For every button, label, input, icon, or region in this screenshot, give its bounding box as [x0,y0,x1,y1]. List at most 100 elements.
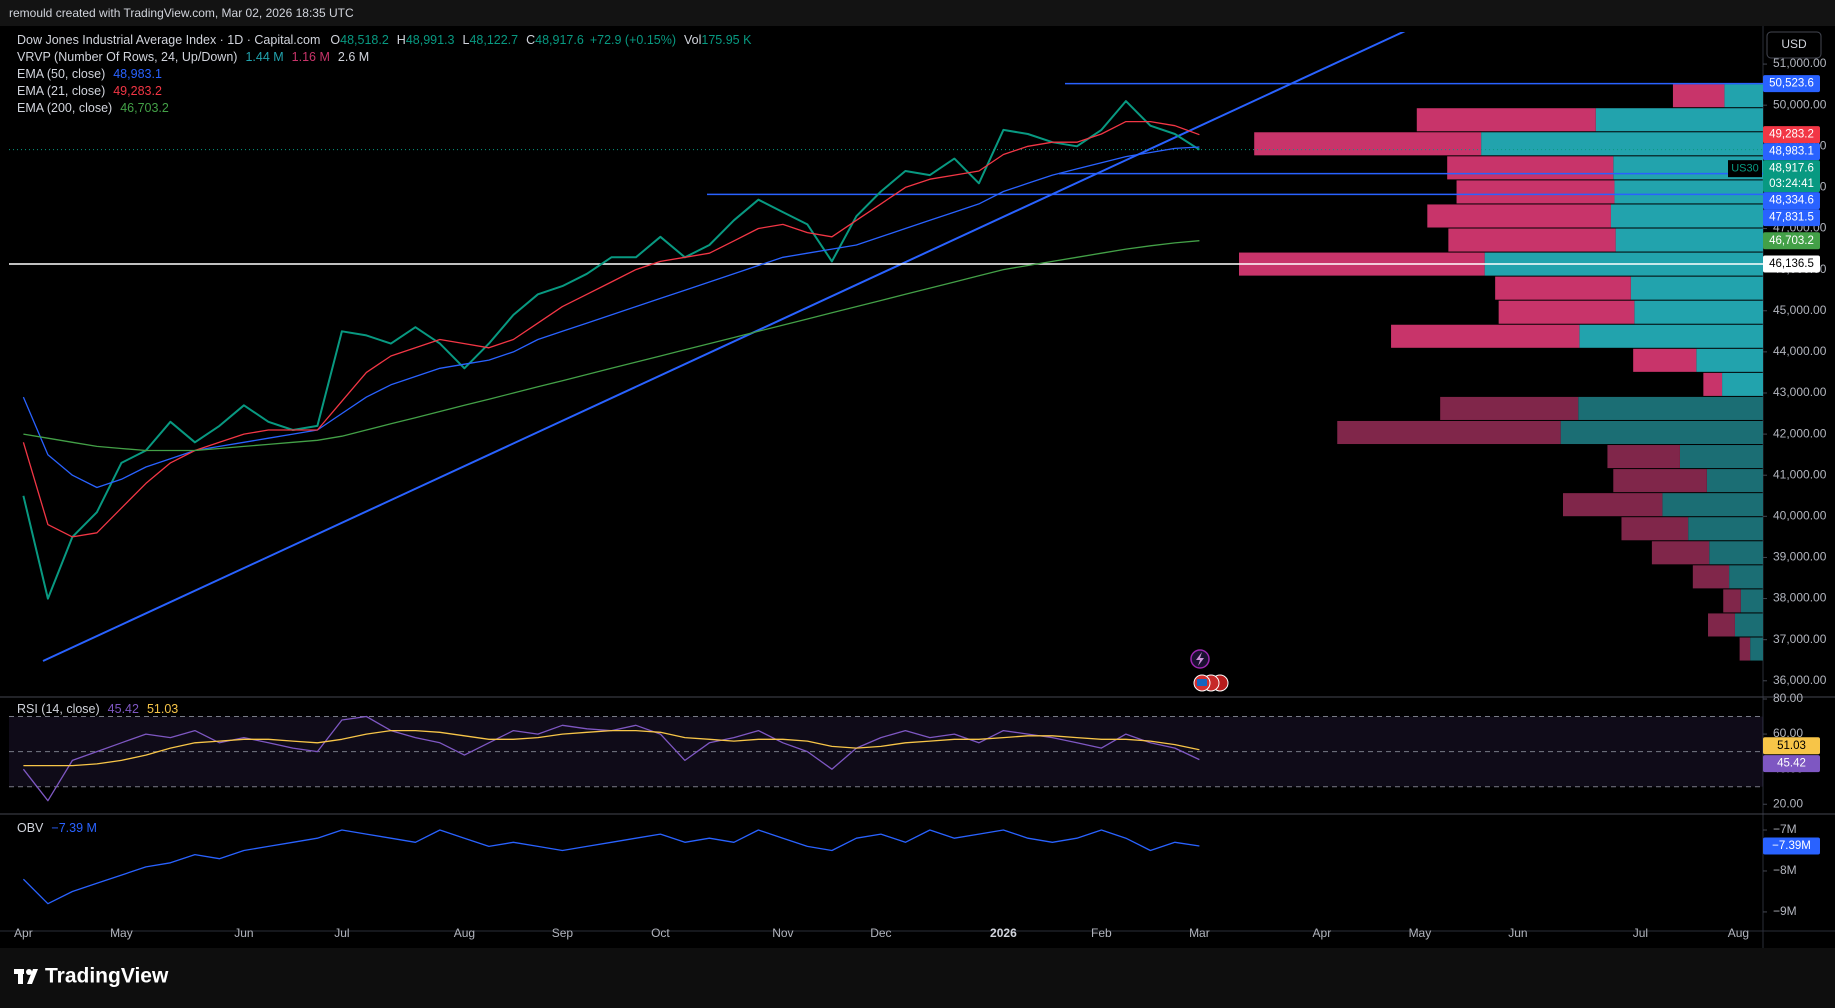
profile-down-bar [1562,493,1663,517]
rsi-tag [1763,737,1820,755]
profile-down-bar [1739,637,1751,661]
volume-key: Vol [684,33,701,47]
profile-up-bar [1722,372,1763,396]
y-tick-label: 42,000.00 [1773,426,1827,440]
profile-up-bar [1578,396,1763,420]
price-tag [1763,209,1820,227]
y-tick-label: 20.00 [1773,796,1803,810]
logo-shape [18,969,23,984]
x-tick-label: Feb [1091,926,1112,940]
event-icon-glyph [1196,652,1204,666]
y-tick-label: 39,000.00 [1773,550,1827,564]
price-tag-label: 50,523.6 [1769,78,1814,90]
ohlc-key: H [397,33,406,47]
logo-shape [27,969,38,984]
price-tag [1763,232,1820,250]
profile-up-bar [1630,276,1763,300]
profile-down-bar [1456,180,1615,204]
x-tick-label: Sep [552,926,574,940]
y-tick-label: −9M [1773,904,1797,918]
footer-logo: TradingView [14,965,169,988]
symbol-title: Dow Jones Industrial Average Index · 1D … [17,33,320,47]
y-tick-label: 40,000.00 [1773,509,1827,523]
price-tag [1763,160,1820,193]
profile-up-bar [1610,204,1763,228]
indicator-value: 51.03 [147,702,178,716]
legend-row: RSI (14, close) 45.42 51.03 [17,702,178,716]
profile-down-bar [1607,445,1680,469]
price-tag-label: 48,983.1 [1769,146,1814,158]
profile-down-bar [1447,156,1614,180]
profile-up-bar [1595,108,1763,132]
footer-brand: TradingView [45,965,169,988]
event-icons[interactable] [1190,649,1229,692]
profile-down-bar [1703,372,1723,396]
rsi-tag [1763,755,1820,773]
series-line [22,120,1200,538]
profile-down-bar [1498,300,1635,324]
ohlc-value: 48,991.3 [406,33,455,47]
profile-down-bar [1672,84,1725,108]
obv-tag-label: −7.39M [1772,840,1811,852]
x-tick-label: May [1409,926,1432,940]
price-tag [1763,255,1820,273]
chart-area [0,26,1835,948]
x-tick-label: Jul [1633,926,1648,940]
header-bar [0,0,1835,26]
currency-button[interactable]: USD [1766,31,1822,59]
y-tick-label: 43,000.00 [1773,385,1827,399]
rsi-pane [9,715,1763,802]
ohlc-key: O [330,33,340,47]
profile-down-bar [1633,348,1697,372]
profile-down-bar [1621,517,1689,541]
x-tick-label: Apr [1313,926,1332,940]
x-tick-label: Apr [14,926,33,940]
x-tick-label: 2026 [990,926,1017,940]
trend-line [42,32,1406,662]
indicator-name: EMA (21, close) [17,84,105,98]
indicator-value: 1.16 M [292,50,330,64]
legend-row: OBV −7.39 M [17,821,97,835]
legend-row: EMA (21, close) 49,283.2 [17,84,162,98]
profile-up-bar [1706,469,1763,493]
obv-pane [22,829,1200,905]
profile-down-bar [1708,613,1735,637]
event-icon-flag [1197,679,1207,686]
series-line [23,729,1200,767]
y-tick-label: 45,000.00 [1773,303,1827,317]
ohlc-value: 48,917.6 [535,33,584,47]
x-tick-label: Dec [870,926,891,940]
currency-label[interactable]: USD [1781,37,1807,51]
profile-up-bar [1688,517,1763,541]
y-tick-label: 36,000.00 [1773,673,1827,687]
profile-down-bar [1391,324,1580,348]
series-line [22,100,1200,600]
obv-tag [1763,837,1820,855]
legend-row: EMA (50, close) 48,983.1 [17,67,162,81]
price-tag [1763,126,1820,144]
logo-shape [26,969,32,975]
profile-up-bar [1724,84,1763,108]
profile-up-bar [1579,324,1763,348]
y-tick-label: 80.00 [1773,691,1803,705]
profile-down-bar [1613,469,1707,493]
currency-button-box[interactable] [1766,31,1822,59]
profile-up-bar [1696,348,1763,372]
indicator-value: 45.42 [108,702,139,716]
footer-bar [0,948,1835,1008]
profile-down-bar [1254,132,1482,156]
ohlc-value: 48,518.2 [340,33,389,47]
price-tag-label: 47,831.5 [1769,212,1814,224]
rsi-tag-label: 45.42 [1777,758,1806,770]
indicator-value: 2.6 M [338,50,369,64]
countdown: 03:24:41 [1769,178,1814,190]
symbol-tag-box [1728,160,1762,178]
profile-up-bar [1614,180,1763,204]
profile-up-bar [1729,565,1763,589]
series-line [23,240,1200,452]
legend: Dow Jones Industrial Average Index · 1D … [17,33,752,835]
y-tick-label: −7M [1773,822,1797,836]
indicator-name: VRVP (Number Of Rows, 24, Up/Down) [17,50,237,64]
y-tick-label: 50,000.00 [1773,97,1827,111]
